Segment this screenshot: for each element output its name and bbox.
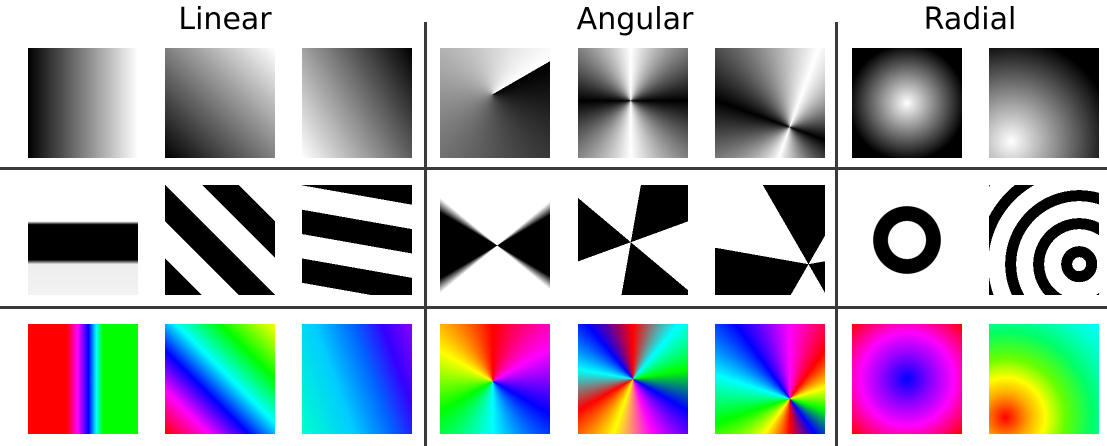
linear-tilted-stripes-tile xyxy=(302,185,412,295)
linear-color-band-tile xyxy=(28,324,138,434)
radial-concentric-rings-tile xyxy=(989,185,1099,295)
heading-linear: Linear xyxy=(178,2,272,37)
linear-diagonal-stripes-tile xyxy=(165,185,275,295)
divider-vertical-2 xyxy=(835,22,838,446)
angular-gray-tile-1 xyxy=(440,48,550,158)
radial-center-gray-tile xyxy=(852,48,962,158)
linear-color-diagonal-tile xyxy=(165,324,275,434)
linear-diagonal-reverse-gray-tile xyxy=(302,48,412,158)
divider-horizontal-1 xyxy=(0,167,1107,170)
radial-color-offset-tile xyxy=(989,324,1099,434)
radial-color-center-tile xyxy=(852,324,962,434)
divider-horizontal-2 xyxy=(0,306,1107,309)
heading-angular: Angular xyxy=(576,2,694,37)
angular-bowtie-tile xyxy=(440,185,550,295)
linear-diagonal-gray-tile xyxy=(165,48,275,158)
angular-color-wheel-tile xyxy=(440,324,550,434)
linear-horizontal-gray-tile xyxy=(28,48,138,158)
linear-color-soft-tile xyxy=(302,324,412,434)
angular-gray-tile-2 xyxy=(578,48,688,158)
heading-radial: Radial xyxy=(923,2,1017,37)
linear-band-tile xyxy=(28,185,138,295)
angular-pinwheel-offset-tile xyxy=(715,185,825,295)
radial-ring-tile xyxy=(852,185,962,295)
angular-color-double-tile xyxy=(578,324,688,434)
radial-offset-gray-tile xyxy=(989,48,1099,158)
angular-pinwheel-tile xyxy=(578,185,688,295)
divider-vertical-1 xyxy=(424,22,427,446)
angular-gray-tile-3 xyxy=(715,48,825,158)
angular-color-offset-tile xyxy=(715,324,825,434)
